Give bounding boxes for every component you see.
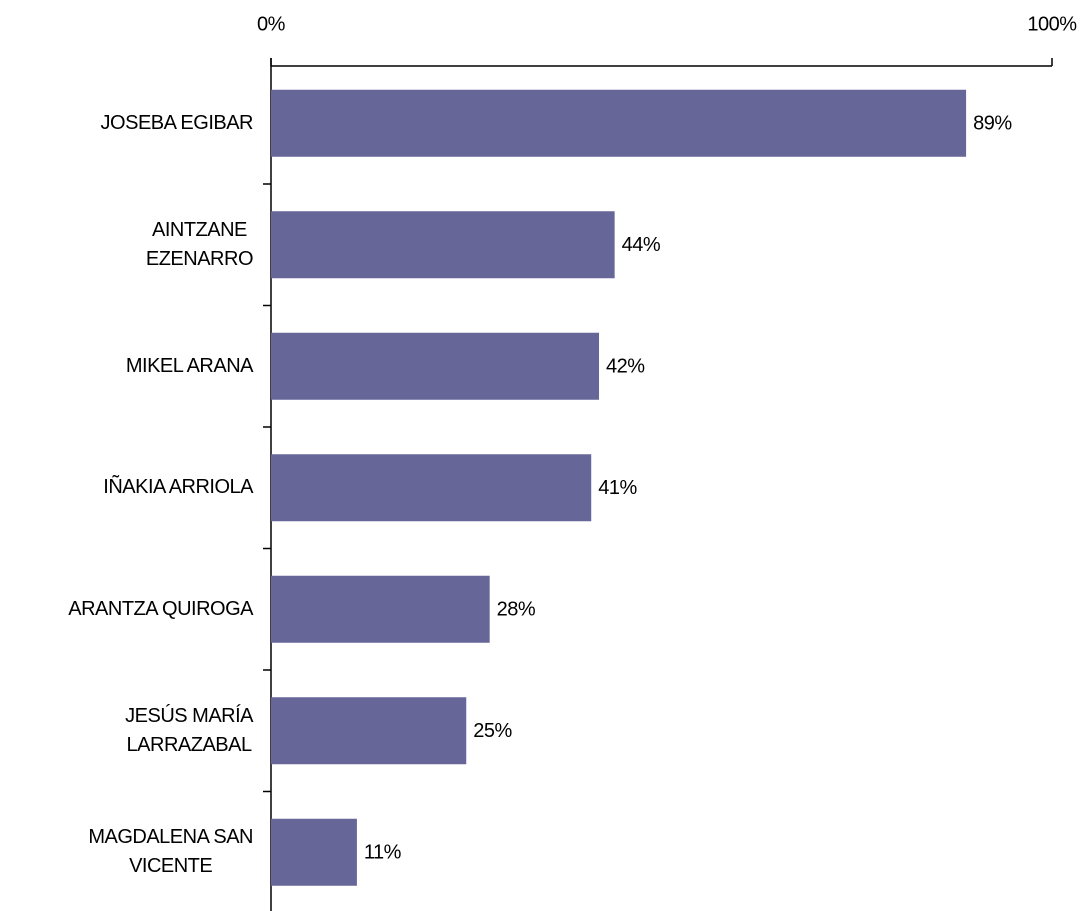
bar bbox=[271, 332, 600, 400]
bar bbox=[271, 211, 615, 279]
y-tick-label: AINTZANE EZENARRO bbox=[3, 216, 254, 274]
y-tick-label: MAGDALENA SAN VICENTE bbox=[3, 823, 253, 881]
bar bbox=[271, 454, 592, 522]
category-text: IÑAKIA ARRIOLA bbox=[103, 476, 253, 499]
bar bbox=[271, 697, 467, 765]
value-label: 11% bbox=[364, 842, 402, 864]
bar bbox=[271, 818, 357, 886]
value-label: 89% bbox=[973, 113, 1012, 135]
category-text: JOSEBA EGIBAR bbox=[100, 111, 254, 134]
bar bbox=[271, 89, 967, 157]
category-text: MAGDALENA SAN VICENTE bbox=[88, 826, 253, 878]
y-tick-label: IÑAKIA ARRIOLA bbox=[3, 473, 253, 502]
y-tick-label: JOSEBA EGIBAR bbox=[3, 109, 254, 138]
category-text: AINTZANE EZENARRO bbox=[145, 218, 254, 270]
y-tick-label: MIKEL ARANA bbox=[3, 352, 254, 381]
value-label: 44% bbox=[622, 234, 661, 256]
y-tick-label: JESÚS MARÍA LARRAZABAL bbox=[3, 702, 253, 760]
category-text: MIKEL ARANA bbox=[125, 354, 254, 377]
x-tick-label: 0% bbox=[257, 13, 286, 35]
category-text: JESÚS MARÍA LARRAZABAL bbox=[125, 704, 253, 756]
value-label: 41% bbox=[598, 477, 637, 499]
value-label: 25% bbox=[473, 720, 512, 742]
bar bbox=[271, 575, 490, 643]
category-text: ARANTZA QUIROGA bbox=[68, 597, 253, 620]
value-label: 28% bbox=[497, 599, 536, 621]
x-tick-label: 100% bbox=[1027, 13, 1077, 35]
value-label: 42% bbox=[606, 356, 645, 378]
y-tick-label: ARANTZA QUIROGA bbox=[3, 595, 253, 624]
